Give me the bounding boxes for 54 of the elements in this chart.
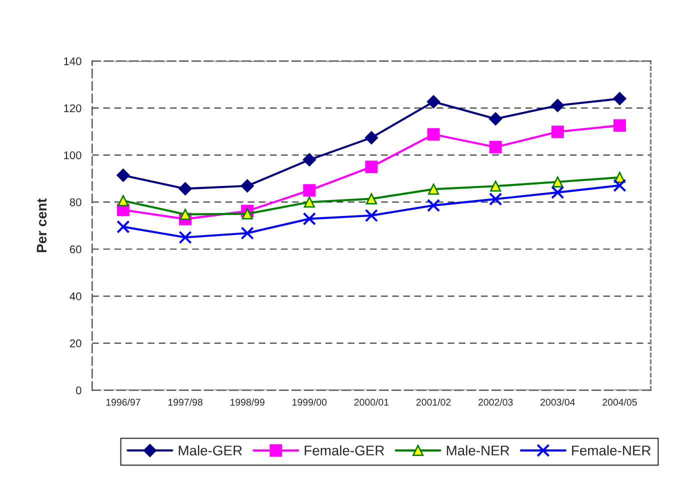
point (364, 131, 378, 144)
x-tick-label: 2004/05 (602, 398, 637, 406)
point (613, 119, 626, 132)
legend-label: Male-NER (446, 445, 510, 456)
y-tick-label: 0 (76, 386, 82, 394)
point (426, 198, 440, 212)
point (302, 212, 316, 226)
x-tick-label: 1996/97 (106, 398, 140, 406)
point (366, 193, 378, 204)
point (302, 153, 316, 166)
point (613, 178, 626, 192)
point (116, 168, 130, 182)
point (428, 184, 440, 195)
point (552, 176, 564, 188)
x-tick-label: 2003/04 (540, 398, 575, 406)
point (427, 128, 440, 141)
point (242, 208, 253, 220)
point (178, 182, 192, 196)
point (240, 179, 254, 192)
point (551, 126, 564, 138)
x-tick-label: 2001/02 (416, 398, 451, 406)
y-tick-label: 100 (64, 151, 82, 160)
legend-label: Female-NER (572, 445, 651, 456)
legend-label: Female-GER (304, 445, 384, 456)
y-tick-label: 80 (70, 198, 82, 206)
point (489, 140, 502, 154)
point (180, 208, 191, 220)
point (490, 180, 502, 192)
point (365, 160, 378, 174)
x-tick-label: 1999/00 (292, 398, 327, 406)
y-tick-label: 20 (70, 339, 82, 348)
y-tick-label: 140 (64, 57, 82, 66)
point (551, 186, 564, 200)
point (118, 195, 129, 206)
x-tick-label: 1997/98 (168, 398, 202, 406)
point (426, 95, 440, 108)
point (488, 192, 502, 206)
x-tick-label: 1998/99 (230, 398, 264, 406)
point (488, 112, 502, 126)
legend-label: Male-GER (178, 445, 242, 456)
y-axis-title: Per cent (36, 198, 47, 252)
point (304, 196, 315, 208)
x-tick-label: 2000/01 (354, 398, 389, 406)
point (178, 230, 192, 244)
y-tick-label: 60 (70, 245, 82, 254)
point (303, 184, 316, 197)
point (613, 92, 626, 106)
point (364, 208, 378, 222)
x-tick-label: 2002/03 (478, 398, 513, 406)
point (116, 220, 130, 234)
point (551, 98, 564, 112)
point (240, 226, 254, 240)
y-tick-label: 120 (64, 104, 82, 112)
y-tick-label: 40 (70, 292, 82, 300)
